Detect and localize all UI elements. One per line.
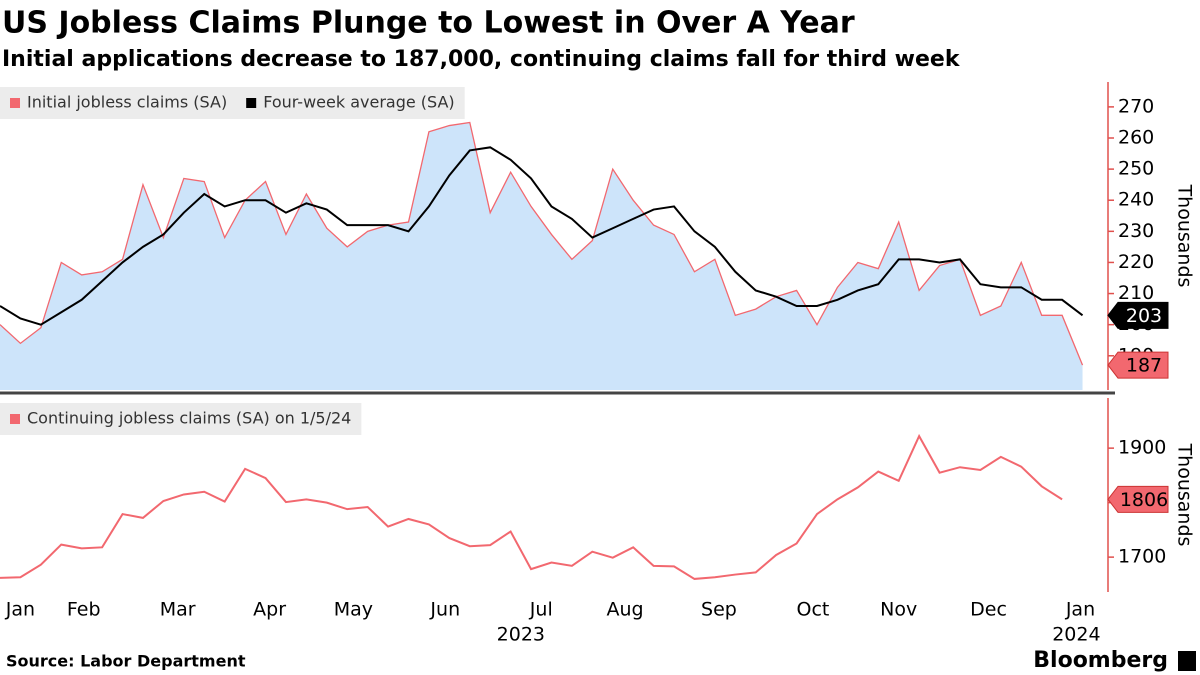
x-tick-label: Feb [67, 599, 101, 621]
area [0, 122, 1083, 390]
y-tick-label: 270 [1118, 95, 1154, 117]
x-tick-label: Jul [529, 599, 553, 621]
x-tick-label: Aug [606, 599, 643, 621]
chart-title: US Jobless Claims Plunge to Lowest in Ov… [2, 6, 855, 41]
line [0, 121, 1084, 366]
source-note: Source: Labor Department [6, 652, 246, 671]
x-tick-label: Dec [970, 599, 1007, 621]
x-year-label: 2024 [1052, 624, 1100, 646]
y-tick-label: 240 [1118, 189, 1154, 211]
legend-swatch [10, 98, 20, 108]
x-tick-label: Jun [429, 599, 460, 621]
value-tag-label: 187 [1126, 355, 1162, 377]
plot-layer [0, 433, 1063, 580]
value-tag-label: 1806 [1120, 489, 1168, 511]
legend: Continuing jobless claims (SA) on 1/5/24 [0, 403, 362, 435]
axis-layer: 190200210220230240250260270Thousands [1107, 82, 1196, 390]
x-tick-label: May [334, 599, 373, 621]
legend-background [0, 87, 465, 119]
chart-subtitle: Initial applications decrease to 187,000… [2, 47, 961, 72]
y-tick-label: 210 [1118, 282, 1154, 304]
brand-logo: Bloomberg [1033, 648, 1168, 673]
legend-swatch [10, 414, 20, 424]
legend: Initial jobless claims (SA) Four-week ave… [0, 87, 465, 119]
brand-icon [1178, 651, 1196, 671]
value-tag-label: 203 [1126, 305, 1162, 327]
y-tick-label: 1700 [1118, 546, 1166, 568]
legend-label: Initial jobless claims (SA) [27, 93, 227, 112]
y-tick-label: 250 [1118, 158, 1154, 180]
value-tag [1107, 301, 1169, 329]
y-axis-title: Thousands [1174, 184, 1196, 288]
x-tick-label: Mar [160, 599, 196, 621]
line [0, 433, 1063, 580]
legend-label: Four-week average (SA) [263, 93, 454, 112]
x-year-label: 2023 [497, 624, 545, 646]
y-axis-title: Thousands [1174, 443, 1196, 547]
x-tick-label: Jan [1065, 599, 1095, 621]
line [0, 146, 1084, 326]
y-tick-label: 260 [1118, 127, 1154, 149]
y-tick-label: 1900 [1118, 437, 1166, 459]
tag-layer: 1806 [1107, 485, 1169, 513]
legend-label: Continuing jobless claims (SA) on 1/5/24 [27, 409, 351, 428]
plot-layer [0, 121, 1084, 390]
legend-swatch [246, 98, 257, 108]
x-tick-label: Nov [880, 599, 917, 621]
x-tick-label: Oct [796, 599, 829, 621]
x-tick-label: Sep [701, 599, 737, 621]
x-tick-label: Apr [253, 599, 286, 621]
x-tick-label: Jan [5, 599, 35, 621]
legend-background [0, 403, 362, 435]
value-tag [1107, 485, 1169, 513]
tag-layer: 187 203 [1107, 301, 1169, 379]
y-tick-label: 230 [1118, 220, 1154, 242]
y-tick-label: 220 [1118, 251, 1154, 273]
value-tag [1107, 351, 1169, 379]
